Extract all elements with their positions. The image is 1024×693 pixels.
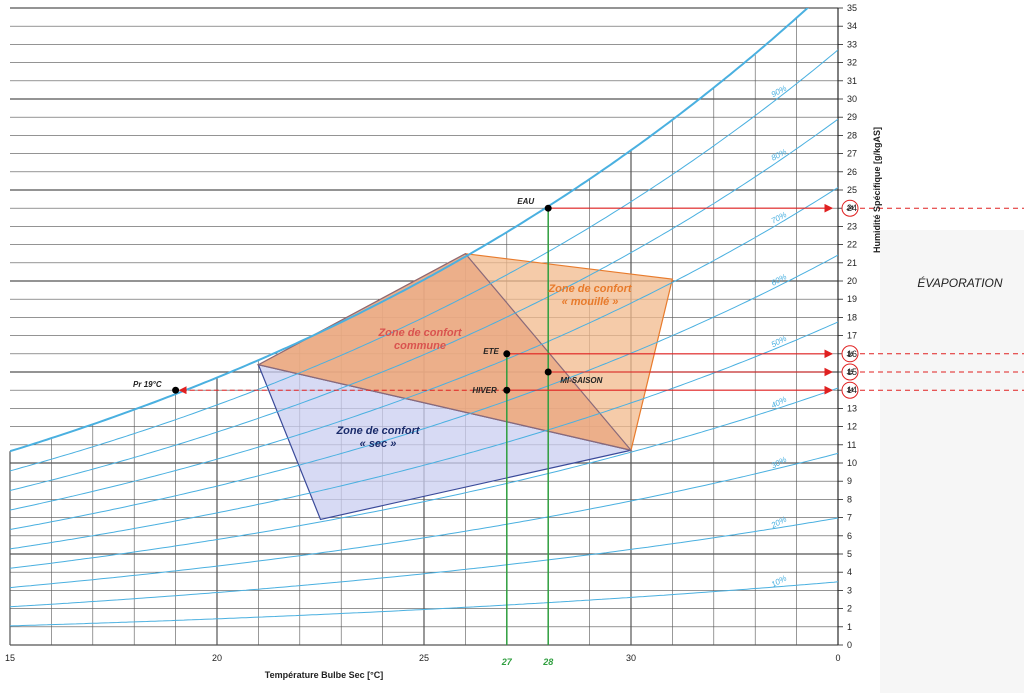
point-marker — [503, 386, 511, 394]
labels-layer: 0123456789101112131415161718192021222324… — [5, 3, 1003, 680]
rh-curve-20 — [10, 517, 838, 608]
y-tick-label: 33 — [847, 39, 857, 49]
rh-curve-label: 90% — [770, 84, 788, 99]
zone-label: Zone de confort — [335, 425, 420, 437]
rh-curve-label: 80% — [770, 147, 788, 162]
x-axis-label: Température Bulbe Sec [°C] — [265, 670, 383, 680]
y-tick-label: 27 — [847, 149, 857, 159]
y-tick-label: 31 — [847, 76, 857, 86]
x-tick-label: 15 — [5, 653, 15, 663]
value-circle-label: 15 — [847, 370, 854, 376]
y-tick-label: 0 — [847, 640, 852, 650]
point-label: Pr 19°C — [133, 380, 162, 389]
y-axis-label: Humidité Spécifique [g/kgAS] — [872, 127, 882, 253]
rh-curve-60 — [10, 254, 838, 530]
background-panel — [880, 230, 1024, 693]
zone-label: « sec » — [360, 438, 397, 450]
rh-curve-100 — [10, 8, 810, 453]
point-marker — [503, 350, 511, 358]
value-circle — [841, 381, 859, 399]
y-tick-label: 17 — [847, 331, 857, 341]
zone-label: Zone de confort — [547, 283, 632, 295]
y-tick-label: 10 — [847, 458, 857, 468]
y-tick-label: 20 — [847, 276, 857, 286]
rh-curve-10 — [10, 581, 838, 627]
y-tick-label: 32 — [847, 58, 857, 68]
zone-label: Zone de confort — [377, 327, 462, 339]
y-tick-label: 5 — [847, 549, 852, 559]
value-circle — [841, 199, 859, 217]
x-tick-label-extra: 0 — [835, 653, 840, 663]
point-label: HIVER — [472, 386, 497, 395]
rh-curve-40 — [10, 387, 838, 569]
y-tick-label: 25 — [847, 185, 857, 195]
rh-curves-layer — [10, 8, 838, 627]
y-tick-label: 34 — [847, 21, 857, 31]
value-circle-label: 16 — [847, 352, 854, 358]
value-circle-label: 24 — [846, 206, 854, 212]
y-tick-label: 28 — [847, 130, 857, 140]
y-tick-label: 21 — [847, 258, 857, 268]
y-tick-label: 8 — [847, 494, 852, 504]
zone-label: « mouillé » — [562, 296, 619, 308]
point-marker — [172, 386, 180, 394]
y-tick-label: 14 — [847, 385, 857, 395]
rh-curve-50 — [10, 321, 838, 550]
y-tick-label: 2 — [847, 604, 852, 614]
x-tick-label: 20 — [212, 653, 222, 663]
y-tick-label: 1 — [847, 622, 852, 632]
y-tick-label: 30 — [847, 94, 857, 104]
point-marker — [544, 368, 552, 376]
rh-curve-30 — [10, 452, 838, 589]
y-tick-label: 7 — [847, 513, 852, 523]
y-tick-label: 29 — [847, 112, 857, 122]
y-tick-label: 22 — [847, 240, 857, 250]
rh-curve-70 — [10, 187, 838, 511]
y-tick-label: 4 — [847, 567, 852, 577]
point-marker — [544, 204, 552, 212]
point-label: EAU — [517, 197, 534, 206]
evaporation-label: ÉVAPORATION — [917, 275, 1002, 290]
y-tick-label: 12 — [847, 422, 857, 432]
x-tick-label: 30 — [626, 653, 636, 663]
grid-layer — [9, 7, 1024, 693]
rh-curve-80 — [10, 118, 838, 491]
y-tick-label: 24 — [847, 203, 857, 213]
comfort-zones-layer — [256, 252, 674, 521]
y-tick-label: 23 — [847, 221, 857, 231]
y-tick-label: 16 — [847, 349, 857, 359]
y-tick-label: 35 — [847, 3, 857, 13]
y-tick-label: 15 — [847, 367, 857, 377]
zone-label: commune — [394, 340, 446, 352]
y-tick-label: 18 — [847, 312, 857, 322]
y-tick-label: 11 — [847, 440, 856, 450]
point-label: MI-SAISON — [560, 376, 602, 385]
green-guide-label: 27 — [501, 657, 513, 667]
y-tick-label: 26 — [847, 167, 857, 177]
value-circle-label: 14 — [847, 388, 854, 394]
value-circle — [841, 345, 859, 363]
rh-curve-90 — [10, 49, 838, 472]
point-label: ETE — [483, 347, 499, 356]
y-tick-label: 13 — [847, 403, 857, 413]
value-circle — [841, 363, 859, 381]
green-guide-label: 28 — [542, 657, 553, 667]
y-tick-label: 19 — [847, 294, 857, 304]
x-tick-label: 25 — [419, 653, 429, 663]
y-tick-label: 3 — [847, 585, 852, 595]
y-tick-label: 6 — [847, 531, 852, 541]
y-tick-label: 9 — [847, 476, 852, 486]
marks-layer — [172, 199, 1024, 645]
